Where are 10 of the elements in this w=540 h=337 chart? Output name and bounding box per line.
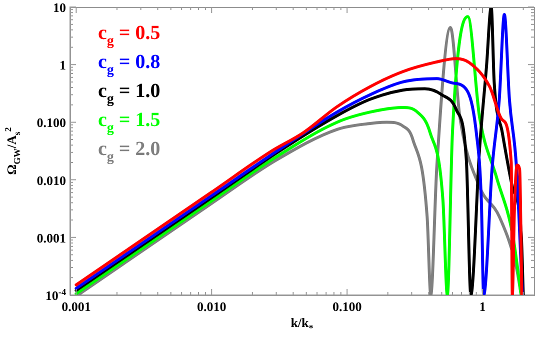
x-axis-title: k/k* (290, 315, 314, 333)
x-tick-label: 1 (479, 299, 486, 314)
x-tick-label: 0.100 (332, 299, 362, 314)
y-tick-label: 10 (53, 0, 66, 15)
y-tick-label: 0.010 (36, 172, 66, 188)
x-tick-label: 0.010 (197, 299, 226, 314)
y-axis-title: ΩGW/As2 (2, 126, 22, 175)
y-tick-label: 1 (60, 58, 66, 73)
y-tick-label: 0.100 (36, 115, 66, 130)
y-tick-label: 0.001 (36, 230, 66, 246)
